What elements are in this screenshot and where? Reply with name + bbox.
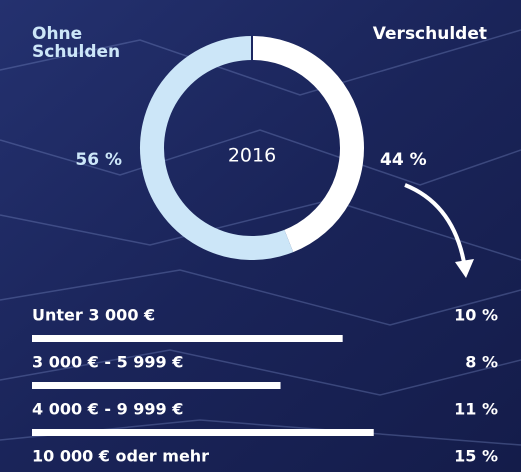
value-label: 15 % [454,447,498,466]
value-label: 11 % [454,400,498,419]
donut-segment [140,36,294,260]
bar [32,429,374,436]
value-label: 56 % [75,150,122,170]
category-label: Verschuldet [373,24,487,44]
donut-segment [251,36,364,253]
value-label: 8 % [465,353,498,372]
background-pattern [0,29,521,446]
value-label: 10 % [454,306,498,325]
bar [32,382,281,389]
arrow [404,183,467,269]
arrow-head [455,259,474,278]
value-label: 44 % [380,150,427,170]
center-label: 2016 [228,145,276,167]
category-label: 4 000 € - 9 999 € [32,400,183,419]
bar [32,335,343,342]
category-label: Ohne Schulden [32,24,120,62]
category-label: 10 000 € oder mehr [32,447,209,466]
category-label: Unter 3 000 € [32,306,155,325]
category-label: 3 000 € - 5 999 € [32,353,183,372]
